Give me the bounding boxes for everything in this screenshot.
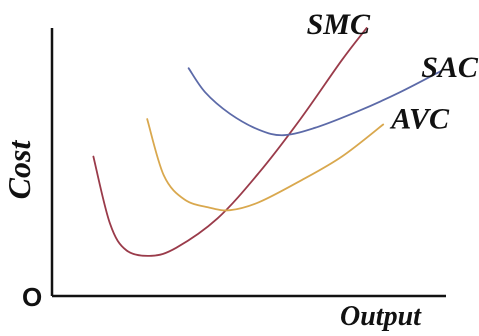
curve-sac bbox=[187, 67, 443, 137]
curve-avc bbox=[146, 118, 385, 212]
label-avc: AVC bbox=[389, 103, 450, 136]
curves-group bbox=[92, 27, 443, 257]
label-sac: SAC bbox=[421, 51, 479, 84]
origin-label: O bbox=[22, 282, 42, 312]
x-axis-label: Output bbox=[340, 301, 422, 332]
y-axis-label: Cost bbox=[1, 140, 37, 200]
label-smc: SMC bbox=[307, 8, 371, 41]
curve-smc bbox=[92, 27, 368, 257]
axes bbox=[50, 28, 446, 298]
curve-labels-group: SMC SAC AVC bbox=[307, 8, 479, 136]
